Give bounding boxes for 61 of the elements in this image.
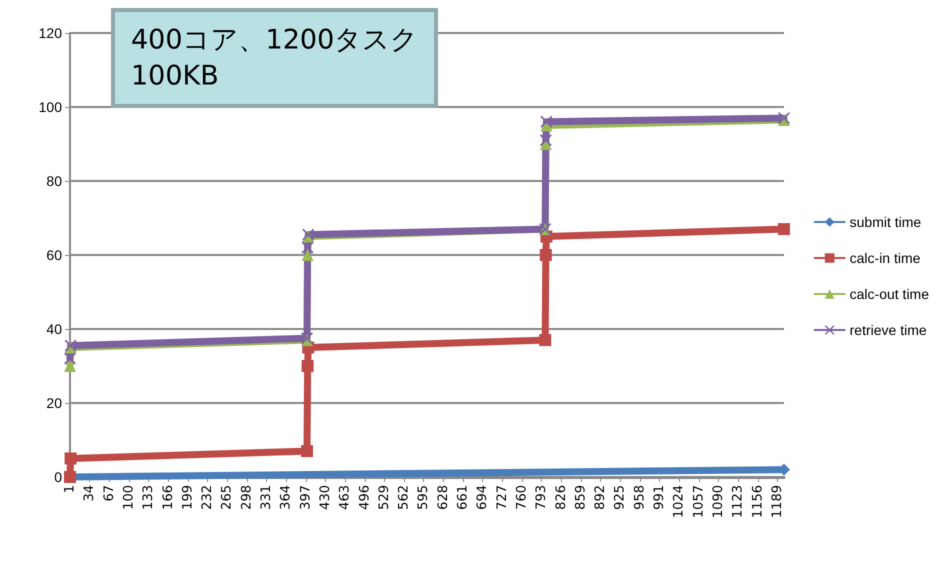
- x-tick-label: 826: [554, 485, 569, 510]
- x-tick-label: 67: [102, 485, 117, 502]
- x-tick-label: 1057: [691, 485, 706, 518]
- y-tick-label: 20: [46, 395, 62, 411]
- point: [302, 360, 314, 372]
- x-tick-label: 397: [298, 485, 314, 510]
- point: [778, 223, 790, 236]
- legend-label: submit time: [850, 214, 922, 230]
- y-tick-label: 40: [46, 321, 62, 337]
- point: [540, 134, 552, 146]
- point: [302, 249, 314, 261]
- x-tick-label: 463: [338, 485, 353, 510]
- x-tick-label: 859: [573, 485, 588, 510]
- x-tick-label: 265: [220, 485, 235, 510]
- x-tick-label: 727: [494, 485, 510, 510]
- point: [64, 452, 77, 464]
- point: [64, 352, 76, 365]
- x-tick-label: 892: [593, 485, 608, 510]
- x-tick-label: 925: [612, 485, 628, 510]
- x-tick-label: 562: [396, 485, 412, 510]
- point: [301, 445, 314, 458]
- x-tick-label: 34: [82, 485, 98, 502]
- x-tick-label: 760: [514, 485, 530, 510]
- x-tick-label: 958: [632, 485, 648, 510]
- point: [539, 334, 552, 346]
- x-tick-label: 232: [200, 485, 216, 510]
- y-tick-label: 0: [54, 469, 62, 485]
- x-tick-label: 694: [475, 485, 490, 510]
- chart-title: 400コア、1200タスク 100KB: [131, 24, 418, 92]
- x-tick-label: 430: [318, 485, 333, 510]
- legend-label: calc-out time: [850, 286, 930, 302]
- x-tick-label: 1: [62, 485, 78, 494]
- point: [540, 116, 552, 128]
- point: [302, 242, 314, 254]
- x-tick-label: 1024: [672, 485, 687, 518]
- legend-label: retrieve time: [850, 322, 927, 338]
- y-tick-label: 100: [38, 99, 62, 115]
- point: [64, 360, 76, 372]
- x-tick-label: 628: [436, 485, 451, 510]
- y-tick-label: 80: [46, 173, 62, 189]
- x-tick-label: 1123: [730, 485, 746, 518]
- x-tick-label: 1189: [770, 485, 785, 518]
- x-tick-label: 1156: [750, 485, 766, 518]
- x-tick-label: 298: [239, 485, 254, 510]
- x-tick-label: 199: [180, 485, 196, 510]
- x-tick-label: 364: [278, 485, 294, 510]
- legend-label: calc-in time: [850, 250, 921, 266]
- x-tick-label: 991: [652, 485, 668, 510]
- x-tick-label: 1090: [710, 485, 726, 518]
- point: [540, 249, 552, 261]
- x-tick-label: 595: [416, 485, 432, 510]
- y-tick-label: 120: [38, 25, 62, 41]
- x-tick-label: 529: [376, 485, 392, 510]
- y-tick-label: 60: [46, 247, 62, 263]
- x-tick-label: 793: [534, 485, 550, 510]
- x-tick-label: 331: [259, 485, 274, 510]
- x-tick-label: 166: [160, 485, 176, 510]
- x-tick-label: 661: [456, 485, 471, 510]
- x-tick-label: 133: [141, 485, 156, 510]
- x-tick-label: 496: [357, 485, 372, 510]
- x-tick-label: 100: [121, 485, 136, 510]
